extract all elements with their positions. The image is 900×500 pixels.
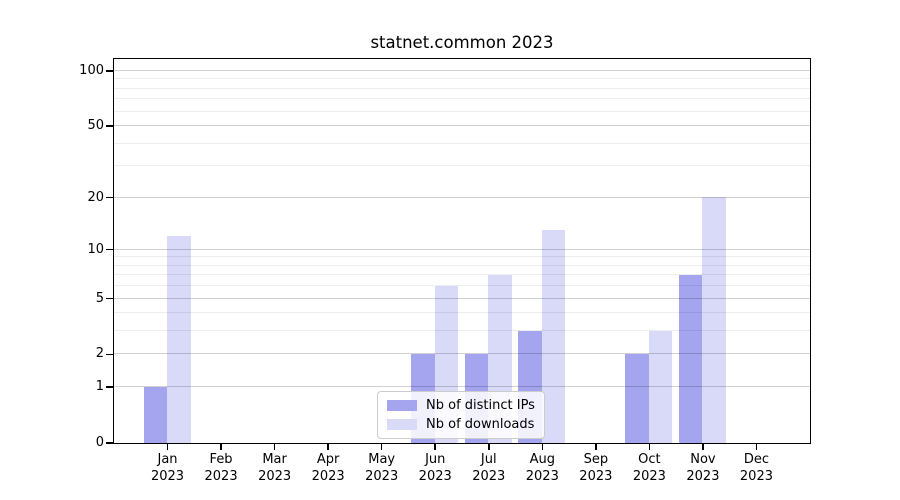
x-tick-label-oct: Oct 2023 bbox=[632, 452, 666, 484]
gridline-minor bbox=[113, 264, 810, 266]
x-tick bbox=[273, 443, 276, 450]
gridline-major bbox=[113, 386, 810, 388]
y-tick bbox=[106, 125, 113, 127]
gridline-minor bbox=[113, 110, 810, 112]
y-tick-label: 1 bbox=[95, 379, 104, 395]
x-tick-label-jun: Jun 2023 bbox=[418, 452, 452, 484]
legend-entry-downloads: Nb of downloads bbox=[387, 417, 535, 432]
y-tick bbox=[106, 353, 113, 356]
bar-downloads-oct bbox=[648, 330, 673, 443]
y-tick-label: 20 bbox=[87, 189, 104, 205]
legend-swatch-downloads bbox=[387, 419, 417, 430]
x-tick bbox=[702, 443, 704, 450]
gridline-major bbox=[113, 297, 810, 299]
gridline-minor bbox=[113, 165, 810, 167]
x-tick-label-aug: Aug 2023 bbox=[525, 452, 559, 484]
y-tick bbox=[106, 297, 113, 300]
legend: Nb of distinct IPs Nb of downloads bbox=[377, 391, 545, 439]
bar-downloads-nov bbox=[702, 197, 726, 443]
legend-swatch-distinct-ips bbox=[387, 400, 417, 411]
x-tick-label-apr: Apr 2023 bbox=[311, 452, 345, 484]
x-tick-label-jul: Jul 2023 bbox=[472, 452, 506, 484]
x-tick bbox=[648, 443, 651, 450]
gridline-minor bbox=[113, 142, 810, 144]
plot-area bbox=[112, 57, 811, 444]
x-tick bbox=[220, 443, 222, 450]
y-tick bbox=[106, 442, 113, 444]
bar-distinct-ips-nov bbox=[678, 274, 703, 443]
y-tick bbox=[106, 70, 113, 72]
legend-entry-distinct-ips: Nb of distinct IPs bbox=[387, 398, 535, 413]
x-tick bbox=[327, 443, 329, 450]
y-tick-label: 100 bbox=[79, 62, 104, 78]
bar-downloads-aug bbox=[541, 229, 566, 443]
legend-label-distinct-ips: Nb of distinct IPs bbox=[426, 398, 535, 413]
x-tick-label-feb: Feb 2023 bbox=[204, 452, 238, 484]
bar-downloads-jan bbox=[167, 235, 191, 443]
gridline-major bbox=[113, 124, 810, 126]
legend-label-downloads: Nb of downloads bbox=[426, 417, 535, 432]
x-tick bbox=[595, 443, 597, 450]
x-tick bbox=[380, 443, 383, 450]
x-tick bbox=[488, 443, 490, 450]
y-tick bbox=[106, 196, 113, 199]
x-tick-label-nov: Nov 2023 bbox=[686, 452, 720, 484]
x-tick-label-dec: Dec 2023 bbox=[739, 452, 773, 484]
gridline-minor bbox=[113, 330, 810, 332]
x-tick-label-jan: Jan 2023 bbox=[150, 452, 185, 484]
chart-title: statnet.common 2023 bbox=[370, 33, 554, 52]
gridline-major bbox=[113, 353, 810, 355]
y-tick-label: 2 bbox=[95, 346, 104, 362]
y-tick-label: 10 bbox=[87, 241, 104, 257]
y-tick bbox=[106, 248, 113, 251]
gridline-major bbox=[113, 196, 810, 198]
y-tick-label: 50 bbox=[87, 117, 104, 133]
y-tick-label: 0 bbox=[95, 435, 104, 450]
gridline-minor bbox=[113, 78, 810, 80]
bar-distinct-ips-oct bbox=[625, 353, 649, 443]
y-tick-label: 5 bbox=[95, 290, 104, 306]
gridline-minor bbox=[113, 285, 810, 287]
x-tick-label-mar: Mar 2023 bbox=[258, 452, 292, 484]
y-tick bbox=[106, 386, 113, 388]
gridline-minor bbox=[113, 274, 810, 276]
x-tick bbox=[166, 443, 169, 450]
x-tick-label-sep: Sep 2023 bbox=[579, 452, 613, 484]
bar-distinct-ips-jan bbox=[143, 386, 168, 443]
x-tick bbox=[434, 443, 436, 450]
x-tick-label-may: May 2023 bbox=[365, 452, 399, 484]
gridline-minor bbox=[113, 312, 810, 314]
x-tick bbox=[755, 443, 758, 450]
gridline-major bbox=[113, 69, 810, 71]
gridline-minor bbox=[113, 98, 810, 100]
x-tick bbox=[541, 443, 544, 450]
gridline-major bbox=[113, 248, 810, 250]
gridline-minor bbox=[113, 87, 810, 89]
gridline-minor bbox=[113, 256, 810, 258]
